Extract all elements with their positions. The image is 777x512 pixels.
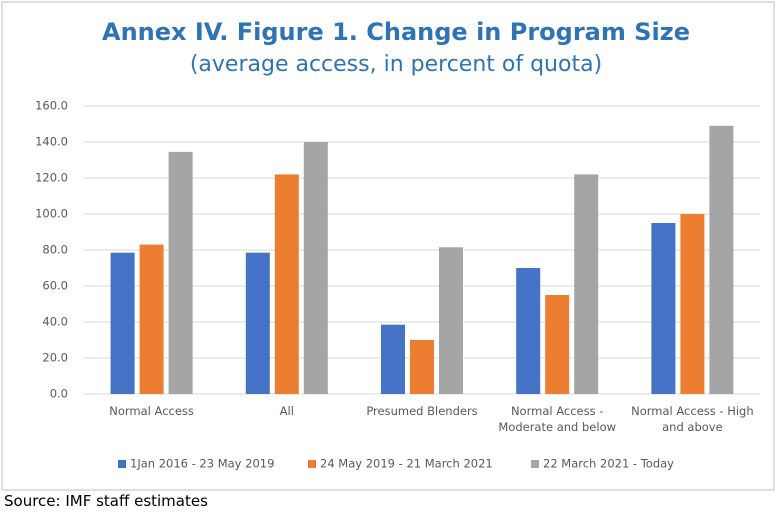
chart-subtitle: (average access, in percent of quota) xyxy=(190,52,602,77)
x-tick-label: Normal Access xyxy=(109,404,194,418)
bar xyxy=(709,125,734,395)
chart-border xyxy=(1,1,775,491)
y-tick-label: 60.0 xyxy=(42,279,68,293)
bar xyxy=(516,268,541,394)
legend-swatch xyxy=(531,460,539,468)
legend-swatch xyxy=(118,460,126,468)
legend-label: 24 May 2019 - 21 March 2021 xyxy=(320,457,493,471)
bar xyxy=(651,223,676,394)
y-tick-label: 20.0 xyxy=(42,351,68,365)
bar xyxy=(245,252,270,394)
bar xyxy=(545,295,570,394)
bar xyxy=(439,247,463,394)
legend-swatch xyxy=(308,460,316,468)
y-tick-label: 140.0 xyxy=(35,135,68,149)
bar xyxy=(680,214,705,394)
y-tick-label: 40.0 xyxy=(42,315,68,329)
x-tick-label: Presumed Blenders xyxy=(366,404,478,418)
bar xyxy=(139,244,164,394)
y-tick-label: 0.0 xyxy=(50,387,68,401)
bar xyxy=(381,324,405,394)
y-tick-label: 160.0 xyxy=(35,99,68,113)
bar xyxy=(410,340,434,394)
y-tick-label: 120.0 xyxy=(35,171,68,185)
chart-title: Annex IV. Figure 1. Change in Program Si… xyxy=(102,18,690,46)
y-tick-label: 100.0 xyxy=(35,207,68,221)
bar xyxy=(168,151,193,394)
source-note: Source: IMF staff estimates xyxy=(4,492,208,510)
x-tick-label: All xyxy=(279,404,294,418)
legend-label: 1Jan 2016 - 23 May 2019 xyxy=(130,457,274,471)
bar xyxy=(110,252,135,394)
x-tick-label: Normal Access - Moderate and below xyxy=(498,404,617,434)
legend-label: 22 March 2021 - Today xyxy=(543,457,674,471)
y-tick-label: 80.0 xyxy=(42,243,68,257)
x-tick-label: Normal Access - High and above xyxy=(631,404,754,434)
bar xyxy=(303,142,328,394)
bar xyxy=(274,174,299,394)
bar xyxy=(574,174,599,394)
